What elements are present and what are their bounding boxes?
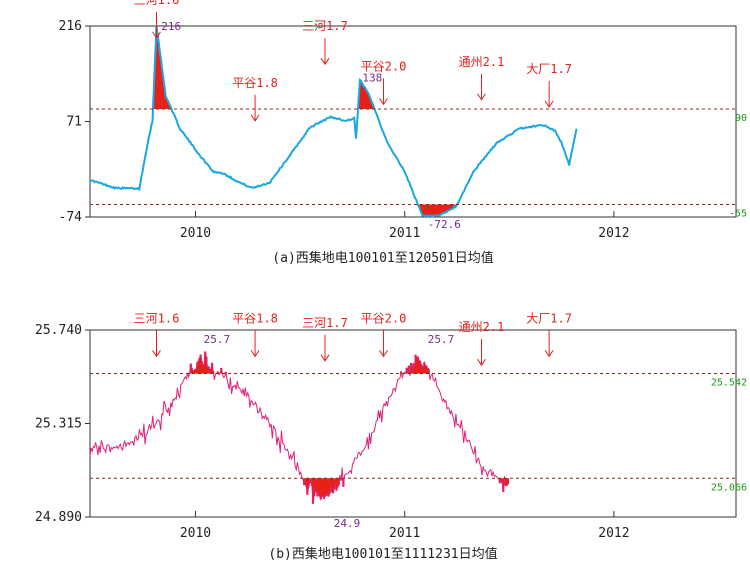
- event-arrowhead-a: [379, 98, 388, 106]
- peak-label-b: 25.7: [204, 333, 231, 346]
- peak-label-b: 24.9: [334, 517, 361, 530]
- peak-label-a: -72.6: [428, 218, 461, 231]
- event-arrowhead-a: [477, 93, 486, 101]
- threshold-label-a: -55: [729, 208, 747, 219]
- event-annotation-a: 三河1.6: [134, 0, 180, 7]
- event-arrowhead-b: [250, 350, 260, 358]
- x-tick-label-a: 2010: [180, 226, 211, 241]
- event-arrowhead-b: [544, 350, 554, 358]
- event-arrowhead-a: [152, 31, 161, 39]
- threshold-label-a: 90: [735, 113, 747, 124]
- y-tick-label-a: -74: [59, 210, 83, 225]
- event-arrowhead-a: [544, 100, 554, 108]
- event-annotation-a: 平谷1.8: [232, 76, 278, 90]
- panel-caption-b: (b)西集地电100101至1111231日均值: [268, 546, 497, 562]
- series-line-b: [89, 351, 509, 504]
- event-annotation-a: 通州2.1: [459, 55, 505, 69]
- event-arrowhead-b: [379, 350, 388, 358]
- event-annotation-b: 平谷2.0: [361, 311, 407, 325]
- panel-a: 216 71 -74 2010 2011 2012 90 -55 216 138 -72.6 三河1.…: [59, 0, 747, 266]
- panel-b: 25.740 25.315 24.890 2010 2011 2012 25.542 25.0…: [35, 311, 747, 562]
- threshold-label-b: 25.066: [711, 482, 747, 493]
- event-annotation-b: 三河1.6: [134, 311, 180, 325]
- y-tick-label-b: 25.740: [35, 323, 82, 338]
- plot-area-b: [89, 329, 737, 518]
- event-arrowhead-b: [477, 358, 486, 367]
- event-arrowhead-b: [152, 350, 161, 358]
- series-line-a: [90, 26, 578, 219]
- event-arrowhead-a: [250, 114, 260, 122]
- peak-label-b: 25.7: [428, 333, 455, 346]
- event-annotation-a: 大厂1.7: [526, 62, 572, 76]
- event-annotation-a: 平谷2.0: [361, 59, 407, 73]
- y-tick-label-a: 216: [59, 19, 82, 34]
- y-tick-label-a: 71: [66, 115, 82, 130]
- x-tick-label-b: 2011: [389, 526, 420, 541]
- event-annotation-b: 三河1.7: [302, 316, 348, 330]
- x-tick-label-b: 2010: [180, 526, 211, 541]
- x-tick-label-a: 2012: [598, 226, 629, 241]
- event-arrowhead-b: [320, 354, 330, 362]
- y-tick-label-b: 24.890: [35, 510, 82, 525]
- y-tick-label-b: 25.315: [35, 417, 82, 432]
- event-annotation-a: 三河1.7: [302, 19, 348, 33]
- threshold-label-b: 25.542: [711, 378, 747, 389]
- event-annotation-b: 平谷1.8: [232, 311, 278, 325]
- peak-label-a: 138: [362, 71, 382, 84]
- event-annotation-b: 通州2.1: [459, 320, 505, 334]
- plot-area-a: [89, 25, 737, 218]
- event-annotation-b: 大厂1.7: [526, 311, 572, 325]
- panel-caption-a: (a)西集地电100101至120501日均值: [272, 250, 493, 266]
- peak-label-a: 216: [161, 20, 181, 33]
- x-tick-label-b: 2012: [598, 526, 629, 541]
- x-tick-label-a: 2011: [389, 226, 420, 241]
- event-arrowhead-a: [320, 57, 330, 66]
